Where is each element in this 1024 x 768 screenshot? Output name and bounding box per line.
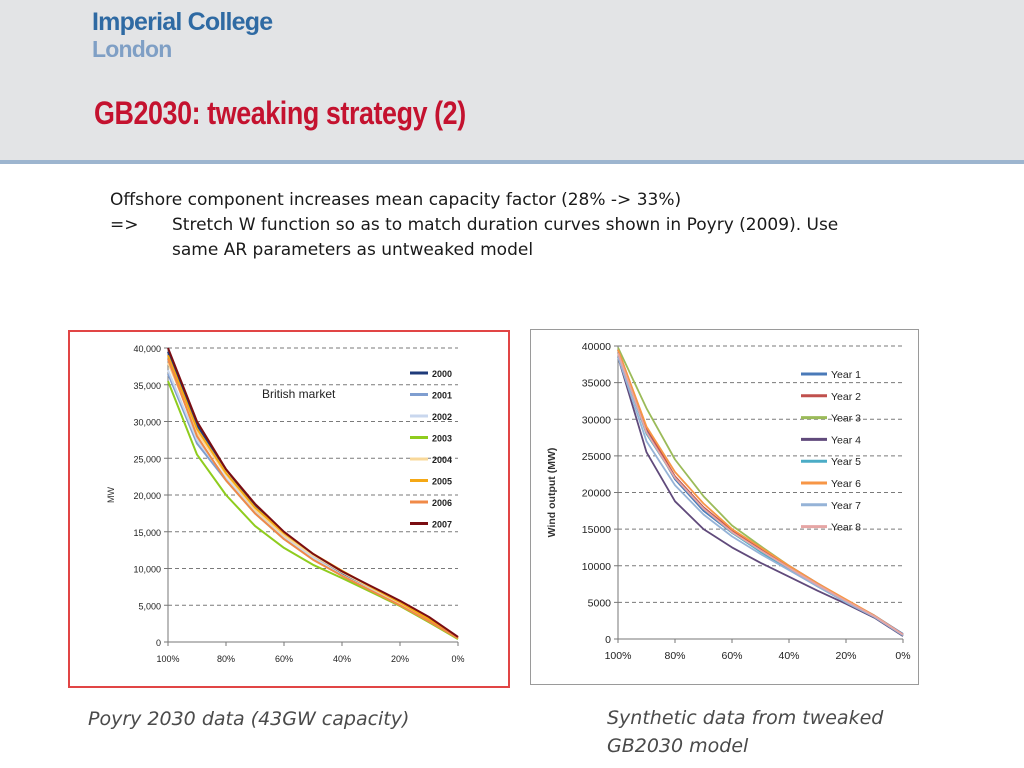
left-x-tick-label: 60% <box>275 654 293 664</box>
left-legend-label: 2004 <box>432 455 452 465</box>
right-y-tick-label: 35000 <box>582 378 611 390</box>
right-legend-label: Year 3 <box>831 413 861 425</box>
right-legend-label: Year 5 <box>831 456 861 468</box>
right-y-tick-label: 20000 <box>582 488 611 500</box>
left-y-tick-label: 20,000 <box>133 491 161 501</box>
right-y-tick-label: 30000 <box>582 414 611 426</box>
slide-title: GB2030: tweaking strategy (2) <box>94 95 466 131</box>
left-series-line-2002 <box>167 369 459 640</box>
right-y-tick-label: 15000 <box>582 524 611 536</box>
arrow-prefix: => <box>110 215 139 235</box>
left-chart-title: British market <box>262 387 336 401</box>
right-y-tick-label: 5000 <box>588 597 612 609</box>
right-legend-label: Year 6 <box>831 478 861 490</box>
synthetic-duration-chart: 0 5000 10000 15000 20000 25000 30000 35000 40000… <box>546 341 911 662</box>
body-line2: => Stretch W function so as to match dur… <box>110 213 870 263</box>
left-y-axis-label: MW <box>106 487 116 503</box>
right-legend-label: Year 2 <box>831 391 861 403</box>
left-x-tick-label: 80% <box>217 654 235 664</box>
slide-header: Imperial College London GB2030: tweaking… <box>0 0 1024 164</box>
right-legend-label: Year 8 <box>831 522 861 534</box>
poyry-duration-chart: 0 5,000 10,000 15,000 20,000 25,000 30,000 35,0… <box>106 344 465 664</box>
right-x-tick-label: 80% <box>664 650 685 662</box>
right-legend-label: Year 1 <box>831 369 861 381</box>
right-legend-label: Year 4 <box>831 434 861 446</box>
right-x-tick-label: 100% <box>605 650 632 662</box>
left-y-tick-label: 5,000 <box>138 601 161 611</box>
left-y-tick-label: 25,000 <box>133 454 161 464</box>
left-series-line-2001 <box>167 373 459 640</box>
caption-right: Synthetic data from tweaked GB2030 model <box>607 707 884 757</box>
caption-left: Poyry 2030 data (43GW capacity) <box>88 708 410 730</box>
right-x-tick-label: 40% <box>778 650 799 662</box>
left-series-line-2007 <box>167 347 459 638</box>
logo-line1: Imperial College <box>92 8 273 36</box>
right-series-line-year-8 <box>617 352 904 636</box>
left-x-tick-label: 0% <box>451 654 464 664</box>
left-series-line-2003 <box>167 380 459 640</box>
left-y-tick-label: 15,000 <box>133 528 161 538</box>
left-legend-label: 2005 <box>432 477 452 487</box>
body-text: Offshore component increases mean capaci… <box>110 188 870 263</box>
right-x-tick-label: 0% <box>895 650 910 662</box>
left-legend-label: 2000 <box>432 369 452 379</box>
body-line1: Offshore component increases mean capaci… <box>110 190 682 210</box>
left-x-tick-label: 20% <box>391 654 409 664</box>
poyry-chart-frame: 0 5,000 10,000 15,000 20,000 25,000 30,000 35,0… <box>68 330 510 688</box>
left-y-tick-label: 0 <box>156 638 161 648</box>
right-x-tick-label: 20% <box>835 650 856 662</box>
right-y-tick-label: 10000 <box>582 561 611 573</box>
left-legend-label: 2002 <box>432 412 452 422</box>
right-y-tick-label: 40000 <box>582 341 611 353</box>
logo-line2: London <box>92 36 172 62</box>
right-series-line-year-4 <box>617 356 904 637</box>
right-y-tick-label: 25000 <box>582 451 611 463</box>
left-legend-label: 2001 <box>432 391 452 401</box>
body-line2-text: Stretch W function so as to match durati… <box>172 215 839 260</box>
left-y-tick-label: 40,000 <box>133 344 161 354</box>
left-legend-label: 2007 <box>432 520 452 530</box>
right-y-axis-label: Wind output (MW) <box>546 448 558 538</box>
right-x-tick-label: 60% <box>721 650 742 662</box>
left-legend-label: 2003 <box>432 434 452 444</box>
right-series-line-year-7 <box>617 356 904 637</box>
synthetic-chart-frame: 0 5000 10000 15000 20000 25000 30000 35000 40000… <box>530 329 919 685</box>
right-legend-label: Year 7 <box>831 500 861 512</box>
left-legend-label: 2006 <box>432 498 452 508</box>
left-y-tick-label: 35,000 <box>133 381 161 391</box>
left-x-tick-label: 100% <box>156 654 179 664</box>
left-y-tick-label: 30,000 <box>133 418 161 428</box>
left-x-tick-label: 40% <box>333 654 351 664</box>
left-series-line-2006 <box>167 358 459 640</box>
right-series-line-year-6 <box>617 349 904 636</box>
left-y-tick-label: 10,000 <box>133 565 161 575</box>
right-y-tick-label: 0 <box>605 634 611 646</box>
